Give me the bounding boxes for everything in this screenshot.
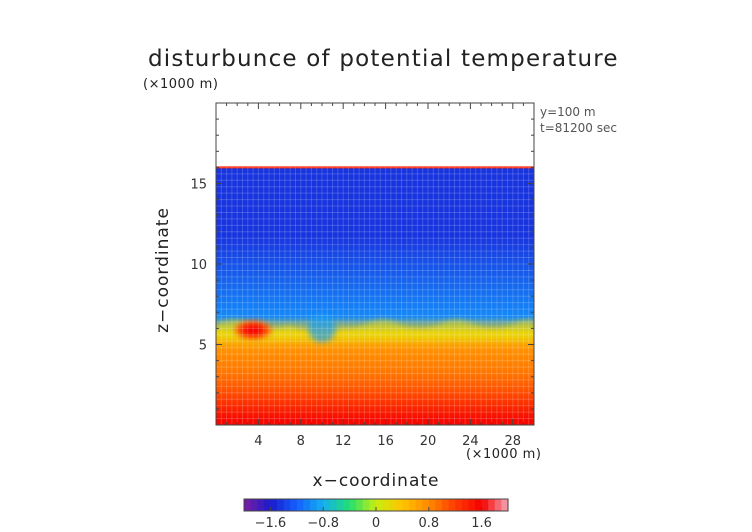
x-axis-unit: (×1000 m) — [466, 447, 542, 462]
colorbar-segment — [362, 499, 370, 511]
colorbar-tick-label: 0.8 — [418, 516, 439, 531]
field-layers — [216, 167, 534, 425]
colorbar-segment — [277, 499, 285, 511]
colorbar-segment — [263, 499, 271, 511]
colorbar-segment — [481, 499, 489, 511]
colorbar-segment — [283, 499, 291, 511]
colorbar-segment — [244, 499, 252, 511]
colorbar-tick-label: 0 — [372, 516, 380, 531]
x-tick-label: 12 — [335, 434, 352, 449]
x-tick-label: 16 — [377, 434, 394, 449]
cold-anomaly — [308, 314, 336, 343]
x-tick-label: 4 — [254, 434, 262, 449]
colorbar-segment — [415, 499, 423, 511]
x-tick-label: 20 — [420, 434, 437, 449]
colorbar-segment — [494, 499, 502, 511]
colorbar-segment — [461, 499, 469, 511]
colorbar-segment — [303, 499, 311, 511]
x-tick-label: 24 — [462, 434, 479, 449]
colorbar-segment — [475, 499, 483, 511]
colorbar-segment — [435, 499, 443, 511]
colorbar-segment — [488, 499, 496, 511]
colorbar-tick-label: −1.6 — [255, 516, 287, 531]
colorbar-segment — [349, 499, 357, 511]
colorbar-segment — [382, 499, 390, 511]
colorbar-tick-label: 1.6 — [471, 516, 492, 531]
info-panel: y=100 m t=81200 sec — [540, 104, 617, 136]
transition-band — [216, 319, 534, 343]
colorbar-segment — [310, 499, 318, 511]
info-line-t: t=81200 sec — [540, 121, 617, 135]
colorbar-segment — [336, 499, 344, 511]
colorbar-segment — [323, 499, 331, 511]
y-tick-label: 10 — [190, 258, 207, 273]
colorbar-segment — [257, 499, 265, 511]
y-tick-label: 15 — [190, 178, 207, 193]
colorbar-segment — [455, 499, 463, 511]
y-tick-label: 5 — [199, 339, 207, 354]
colorbar-segment — [389, 499, 397, 511]
colorbar-segment — [316, 499, 324, 511]
plot-area — [216, 103, 534, 425]
colorbar-segment — [270, 499, 278, 511]
chart-title: disturbunce of potential temperature — [148, 46, 619, 72]
x-tick-label: 28 — [505, 434, 522, 449]
colorbar-segment — [448, 499, 456, 511]
colorbar-segment — [343, 499, 351, 511]
colorbar-segment — [501, 499, 509, 511]
colorbar-segment — [442, 499, 450, 511]
x-tick-label: 8 — [297, 434, 305, 449]
colorbar-segment — [290, 499, 298, 511]
colorbar-segment — [376, 499, 384, 511]
colorbar-segment — [369, 499, 377, 511]
colorbar-segment — [296, 499, 304, 511]
colorbar-segment — [402, 499, 410, 511]
colorbar-segment — [409, 499, 417, 511]
colorbar-segment — [422, 499, 430, 511]
warm-blob-core — [242, 325, 265, 336]
contour-texture — [216, 166, 534, 425]
x-axis-label: x−coordinate — [312, 471, 440, 491]
colorbar-segment — [428, 499, 436, 511]
colorbar-segment — [356, 499, 364, 511]
colorbar-segment — [329, 499, 337, 511]
colorbar-segment — [468, 499, 476, 511]
colorbar-tick-label: −0.8 — [307, 516, 339, 531]
y-axis-unit: (×1000 m) — [143, 77, 219, 92]
info-line-y: y=100 m — [540, 105, 596, 119]
colorbar-segment — [250, 499, 258, 511]
colorbar-segment — [395, 499, 403, 511]
